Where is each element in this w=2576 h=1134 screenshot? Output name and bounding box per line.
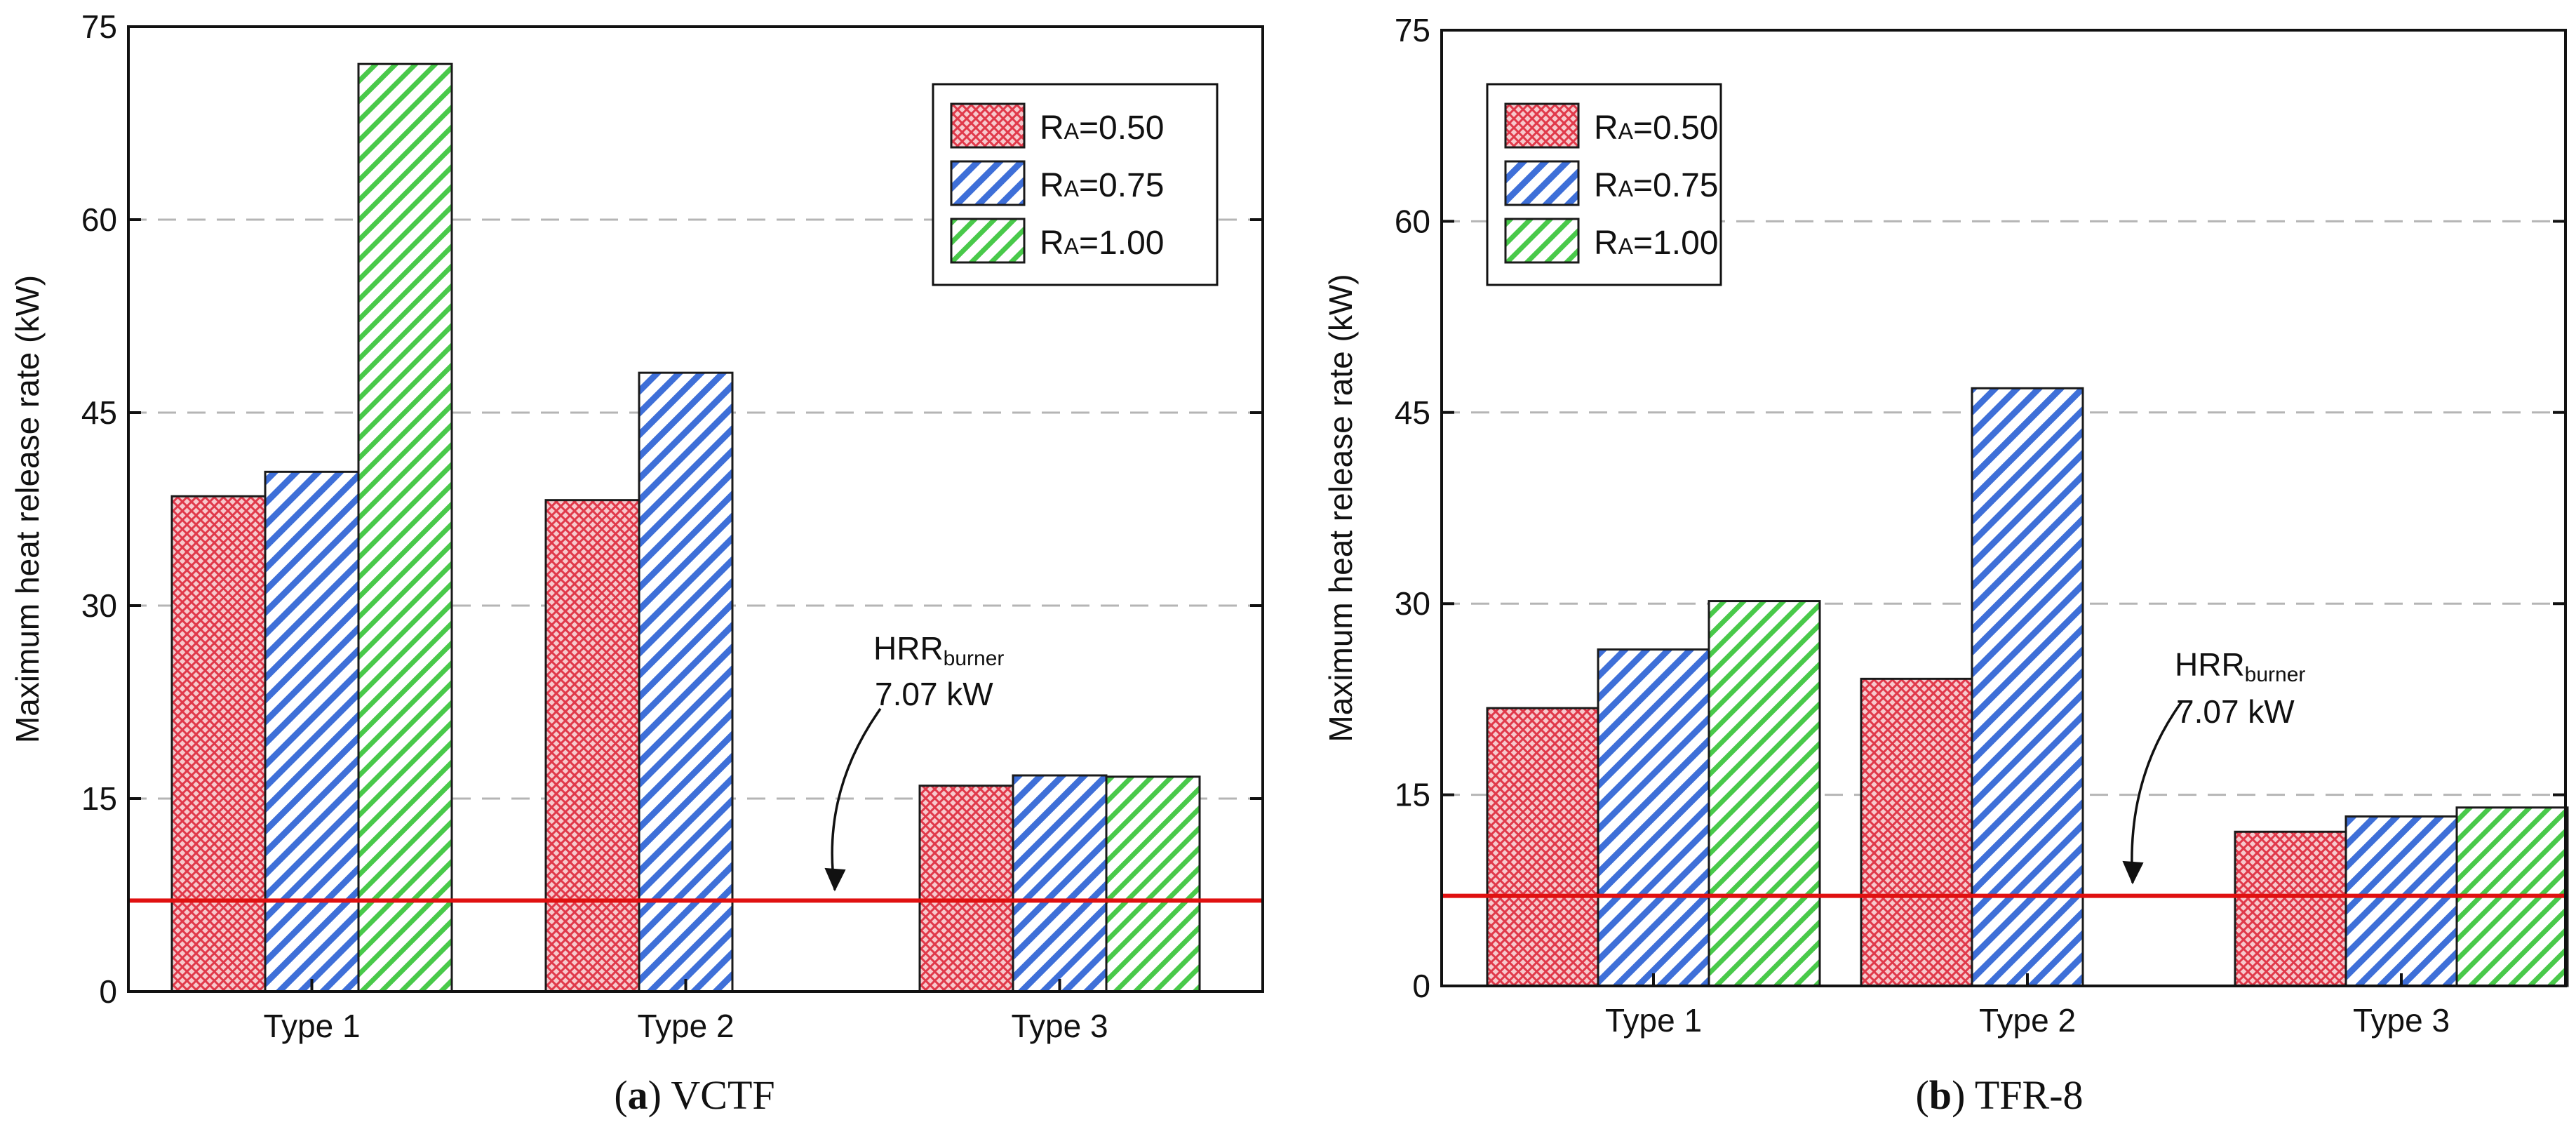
y-tick-label: 0	[1412, 968, 1430, 1004]
burner-annotation-label: HRRburner	[2175, 646, 2305, 686]
bar-type3-series-1	[1012, 774, 1108, 993]
y-tick-label: 15	[1395, 777, 1430, 813]
x-tick-label: Type 3	[2353, 1002, 2450, 1039]
legend-entry-1: RA=0.75	[1040, 167, 1164, 204]
annotation-arrow	[2131, 700, 2183, 883]
y-tick-label: 45	[81, 394, 117, 431]
bar-type3-series-1	[2344, 815, 2458, 987]
bar-type1-series-1	[264, 470, 360, 993]
y-tick-label: 75	[81, 8, 117, 45]
burner-annotation-value: 7.07 kW	[875, 676, 993, 712]
x-tick-label: Type 1	[263, 1008, 360, 1044]
y-tick-label: 60	[1395, 203, 1430, 239]
y-tick-label: 30	[81, 587, 117, 624]
x-tick-label: Type 1	[1605, 1002, 1702, 1039]
annotation-arrowhead	[2122, 860, 2144, 885]
panel-vctf: 0 15 30 45 60 75 Type 1 Type 2 Type 3 Maximum hea…	[9, 8, 1264, 1118]
bar-type3-series-0	[2234, 830, 2347, 987]
burner-annotation-value: 7.07 kW	[2176, 693, 2295, 730]
panel-caption: (a) VCTF	[614, 1072, 774, 1118]
y-tick-label: 0	[99, 973, 117, 1010]
legend-entry-2: RA=1.00	[1594, 225, 1718, 262]
legend-entry-0: RA=0.50	[1594, 109, 1718, 147]
legend-entry-0: RA=0.50	[1040, 109, 1164, 147]
x-tick-label: Type 3	[1011, 1008, 1108, 1044]
bar-type1-series-0	[170, 495, 267, 993]
panel-caption: (b) TFR-8	[1915, 1072, 2083, 1118]
bar-type1-series-0	[1486, 707, 1599, 987]
legend-swatch-2	[1504, 218, 1580, 264]
panel-tfr8: 0 15 30 45 60 75 Type 1 Type 2 Type 3 Maximum hea…	[1322, 12, 2569, 1118]
burner-annotation-label: HRRburner	[873, 630, 1004, 670]
legend-entry-1: RA=0.75	[1594, 167, 1718, 204]
y-axis-label: Maximum heat release rate (kW)	[1322, 274, 1359, 742]
x-tick-label: Type 2	[637, 1008, 734, 1044]
legend-swatch-1	[1504, 160, 1580, 206]
plot-frame	[1440, 29, 2567, 987]
bar-type2-series-1	[638, 371, 734, 993]
y-tick-label: 60	[81, 201, 117, 238]
annotation-arrow	[831, 707, 882, 890]
y-tick-label: 75	[1395, 12, 1430, 48]
legend-swatch-1	[950, 160, 1026, 206]
bar-type3-series-2	[1105, 775, 1201, 993]
plot-frame	[127, 25, 1264, 993]
bar-type2-series-0	[544, 499, 640, 993]
legend-entry-2: RA=1.00	[1040, 225, 1164, 262]
y-tick-label: 30	[1395, 585, 1430, 622]
legend-swatch-2	[950, 218, 1026, 264]
bar-type1-series-1	[1597, 648, 1710, 987]
legend-swatch-0	[950, 102, 1026, 149]
y-tick-label: 45	[1395, 394, 1430, 431]
y-axis-label: Maximum heat release rate (kW)	[9, 275, 46, 743]
bar-type3-series-0	[918, 785, 1014, 993]
bar-type2-series-0	[1860, 677, 1973, 987]
bar-type1-series-2	[357, 62, 453, 993]
legend-swatch-0	[1504, 102, 1580, 149]
y-tick-label: 15	[81, 780, 117, 817]
annotation-arrowhead	[824, 867, 846, 892]
x-tick-label: Type 2	[1979, 1002, 2076, 1039]
bar-type1-series-2	[1708, 600, 1821, 987]
